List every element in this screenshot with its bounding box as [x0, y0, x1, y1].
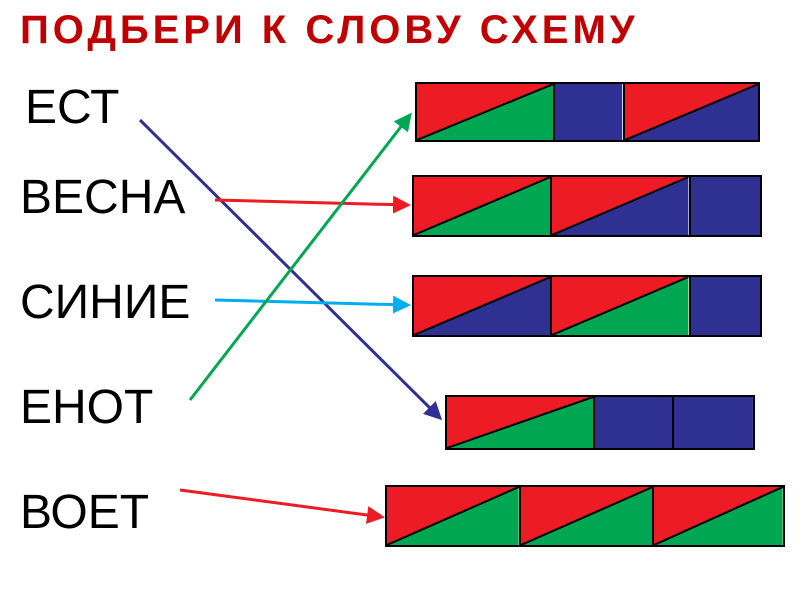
- arrow-1: [215, 200, 408, 205]
- scheme-1-cell-2: [691, 177, 760, 235]
- scheme-3-cell-0: [447, 397, 595, 448]
- scheme-0-cell-2: [625, 84, 758, 140]
- scheme-2: [412, 275, 762, 337]
- scheme-1: [412, 175, 762, 237]
- arrow-2: [215, 300, 408, 305]
- page-title: ПОДБЕРИ К СЛОВУ СХЕМУ: [20, 8, 639, 53]
- scheme-0-cell-1: [555, 84, 624, 140]
- arrow-3: [190, 115, 410, 400]
- arrow-4: [180, 490, 382, 517]
- scheme-0: [415, 82, 760, 142]
- scheme-3-cell-2: [674, 397, 753, 448]
- scheme-1-cell-0: [414, 177, 552, 235]
- title-text: ПОДБЕРИ К СЛОВУ СХЕМУ: [20, 8, 639, 52]
- scheme-2-cell-2: [691, 277, 760, 335]
- scheme-1-cell-1: [552, 177, 690, 235]
- word-3: ЕНОТ: [20, 380, 153, 435]
- scheme-4-cell-1: [521, 487, 655, 545]
- arrow-0: [140, 120, 440, 418]
- word-1: ВЕСНА: [20, 170, 185, 225]
- scheme-4-cell-2: [654, 487, 783, 545]
- scheme-4: [385, 485, 785, 547]
- scheme-4-cell-0: [387, 487, 521, 545]
- scheme-3-cell-1: [595, 397, 674, 448]
- word-2: СИНИЕ: [20, 275, 190, 330]
- scheme-3: [445, 395, 755, 450]
- scheme-0-cell-0: [417, 84, 555, 140]
- scheme-2-cell-1: [552, 277, 690, 335]
- scheme-2-cell-0: [414, 277, 552, 335]
- word-0: ЕСТ: [25, 80, 119, 135]
- word-4: ВОЕТ: [20, 485, 149, 540]
